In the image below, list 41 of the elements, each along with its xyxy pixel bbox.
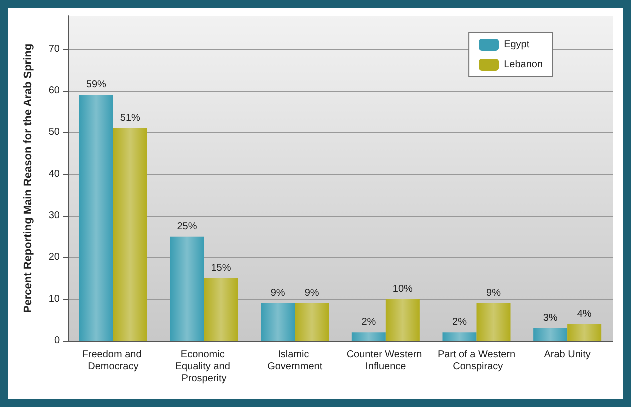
y-tick-label: 60 bbox=[48, 86, 60, 96]
data-label: 51% bbox=[120, 113, 141, 124]
bar bbox=[534, 328, 568, 341]
y-tick-label: 10 bbox=[48, 294, 60, 305]
data-label: 59% bbox=[86, 80, 107, 91]
data-label: 10% bbox=[392, 284, 414, 295]
bar bbox=[204, 278, 238, 341]
bar bbox=[386, 299, 420, 341]
y-tick-label: 0 bbox=[54, 336, 60, 346]
data-label: 2% bbox=[452, 317, 468, 328]
y-tick-label: 70 bbox=[48, 44, 60, 55]
bar bbox=[352, 332, 386, 341]
x-tick-label: Freedom and Democracy bbox=[82, 350, 145, 372]
y-tick-label: 20 bbox=[48, 252, 60, 264]
bar bbox=[79, 95, 114, 341]
data-label: 15% bbox=[211, 263, 232, 274]
y-tick-label: 30 bbox=[48, 210, 60, 222]
bar bbox=[113, 128, 148, 341]
x-tick-label: Part of a Western Conspiracy bbox=[438, 350, 516, 372]
data-label: 9% bbox=[304, 288, 320, 299]
bar bbox=[568, 324, 602, 341]
y-axis-title: Percent Reporting Main Reason for the Arab Spring bbox=[22, 44, 34, 314]
legend-label: Lebanon bbox=[504, 60, 544, 70]
y-tick-label: 40 bbox=[48, 168, 60, 180]
data-label: 25% bbox=[177, 221, 198, 232]
data-label: 4% bbox=[577, 308, 592, 320]
bar bbox=[295, 304, 330, 341]
x-tick-label: Economic Equality and Prosperity bbox=[175, 350, 234, 384]
data-label: 9% bbox=[270, 288, 286, 299]
bar bbox=[261, 304, 296, 341]
x-tick-label: Islamic Government bbox=[268, 350, 323, 372]
x-tick-label: Counter Western Influence bbox=[346, 350, 426, 372]
x-tick-label: Arab Unity bbox=[544, 350, 591, 360]
data-label: 2% bbox=[362, 317, 376, 328]
bar bbox=[170, 236, 204, 341]
bar bbox=[476, 304, 511, 341]
data-label: 3% bbox=[543, 313, 558, 324]
data-label: 9% bbox=[486, 288, 502, 299]
legend-label: Egypt bbox=[504, 40, 530, 50]
bar bbox=[442, 332, 477, 341]
y-tick-label: 50 bbox=[48, 127, 60, 138]
